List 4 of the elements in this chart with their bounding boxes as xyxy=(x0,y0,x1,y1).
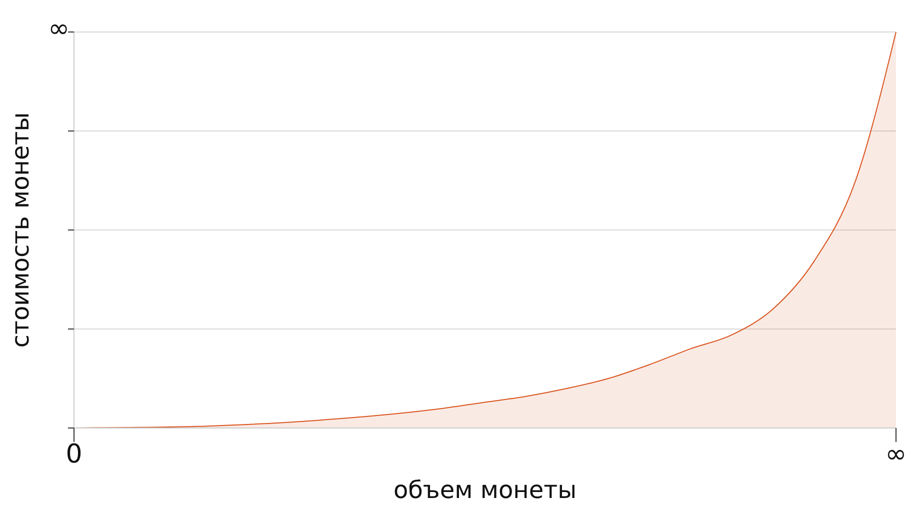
y-axis-title: стоимость монеты xyxy=(6,112,35,348)
x-axis-title: объем монеты xyxy=(393,476,577,504)
text: ∞ xyxy=(48,14,70,44)
x-tick-label: 0 xyxy=(66,439,82,470)
